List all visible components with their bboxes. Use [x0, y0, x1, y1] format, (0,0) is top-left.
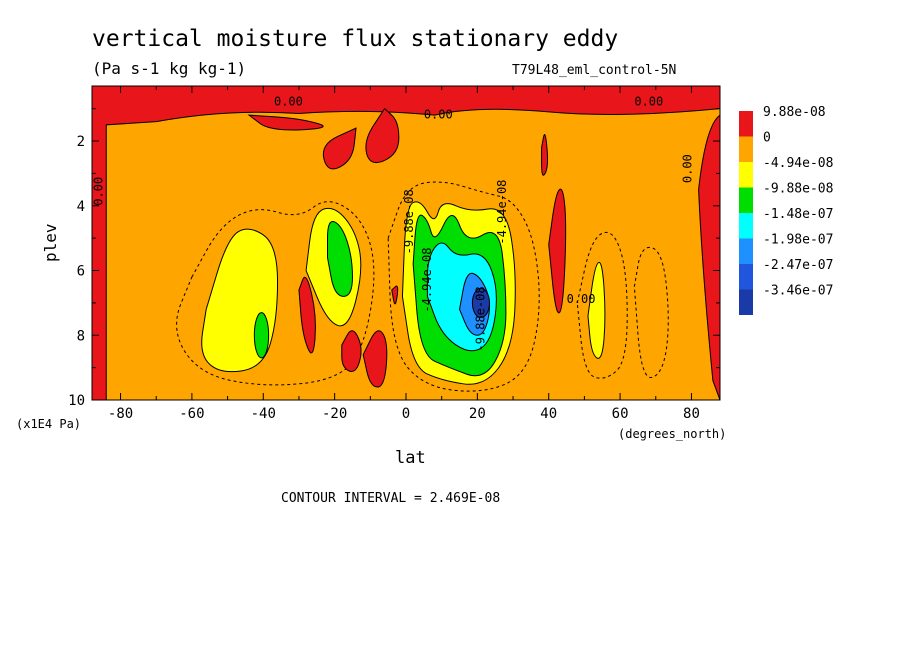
y-tick-label: 6	[77, 264, 85, 280]
y-tick-label: 2	[77, 134, 85, 150]
y-axis-units: (x1E4 Pa)	[16, 417, 81, 431]
x-tick-label: -60	[179, 406, 204, 422]
legend-swatch	[739, 162, 753, 188]
x-tick-label: 20	[469, 406, 486, 422]
legend-label: -3.46e-07	[763, 284, 833, 299]
run-label: T79L48_eml_control-5N	[512, 63, 676, 78]
x-tick-label: -80	[108, 406, 133, 422]
x-axis-units: (degrees_north)	[618, 427, 726, 441]
legend-swatch	[739, 111, 753, 137]
legend-label: -2.47e-07	[763, 258, 833, 273]
contour-label: 0.00	[567, 292, 596, 306]
red-nh-polar	[698, 114, 720, 400]
contour-label: -4.94e-08	[420, 248, 434, 313]
contour-label: 0.00	[634, 94, 663, 108]
contour-label: 0.00	[274, 94, 303, 108]
darkblue-core	[471, 287, 490, 318]
x-tick-label: 80	[683, 406, 700, 422]
x-tick-label: 0	[402, 406, 410, 422]
legend-swatch	[739, 238, 753, 264]
x-tick-label: -20	[322, 406, 347, 422]
legend-label: -9.88e-08	[763, 182, 833, 197]
legend-swatch	[739, 264, 753, 290]
dashed-contour-nh	[576, 231, 628, 379]
plot-area: 0.00 0.00 0.00 0.00 0.00 0.00 -9.88e-08 -4.94e-…	[91, 85, 721, 401]
green-20S	[327, 221, 353, 297]
chart-title: vertical moisture flux stationary eddy	[92, 26, 618, 52]
red-patch-2	[322, 127, 357, 170]
x-axis-label: lat	[395, 448, 426, 468]
green-40S	[253, 312, 270, 359]
contour-label: -9.88e-08	[402, 189, 416, 254]
x-tick-label: -40	[251, 406, 276, 422]
legend-label: 9.88e-08	[763, 105, 826, 120]
x-axis: -80 -60 -40 -20 0 20 40 60 80	[108, 86, 700, 422]
x-tick-label: 40	[540, 406, 557, 422]
legend-swatch	[739, 213, 753, 239]
y-tick-label: 8	[77, 328, 85, 344]
legend-swatch	[739, 136, 753, 162]
red-patch-sh-1	[298, 276, 316, 354]
legend-label: 0	[763, 131, 771, 146]
legend-label: -1.48e-07	[763, 207, 833, 222]
contour-label: -4.94e-08	[495, 180, 509, 245]
red-patch-1	[365, 107, 400, 164]
yellow-nh-55N	[587, 261, 606, 359]
colorbar-legend: 9.88e-08 0 -4.94e-08 -9.88e-08 -1.48e-07 -1.9…	[739, 105, 833, 315]
contour-label: 0.00	[92, 177, 106, 206]
legend-label: -4.94e-08	[763, 156, 833, 171]
red-patch-sh-3	[362, 330, 388, 388]
legend-swatch	[739, 187, 753, 213]
y-axis: 2 4 6 8 10	[68, 108, 720, 409]
red-stratosphere-band	[92, 86, 720, 400]
y-tick-label: 4	[77, 199, 85, 215]
contour-label: -9.88e-08	[474, 286, 488, 351]
y-tick-label: 10	[68, 393, 85, 409]
red-patch-sh-2	[341, 330, 362, 372]
x-tick-label: 60	[612, 406, 629, 422]
y-axis-label: plev	[41, 223, 60, 262]
contour-label: 0.00	[680, 154, 694, 183]
dashed-contour-tropics	[387, 181, 540, 392]
legend-label: -1.98e-07	[763, 233, 833, 248]
dashed-contour-nh2	[633, 246, 669, 378]
chart-units: (Pa s-1 kg kg-1)	[92, 59, 246, 78]
legend-swatch	[739, 289, 753, 315]
red-patch-3	[247, 114, 324, 131]
red-dot-eq	[391, 285, 399, 305]
red-strip-40N	[548, 188, 567, 314]
red-blob-38N	[541, 134, 549, 176]
dashed-contour-sh	[176, 201, 375, 386]
contour-interval: CONTOUR INTERVAL = 2.469E-08	[281, 491, 500, 506]
contour-label: 0.00	[424, 107, 453, 121]
